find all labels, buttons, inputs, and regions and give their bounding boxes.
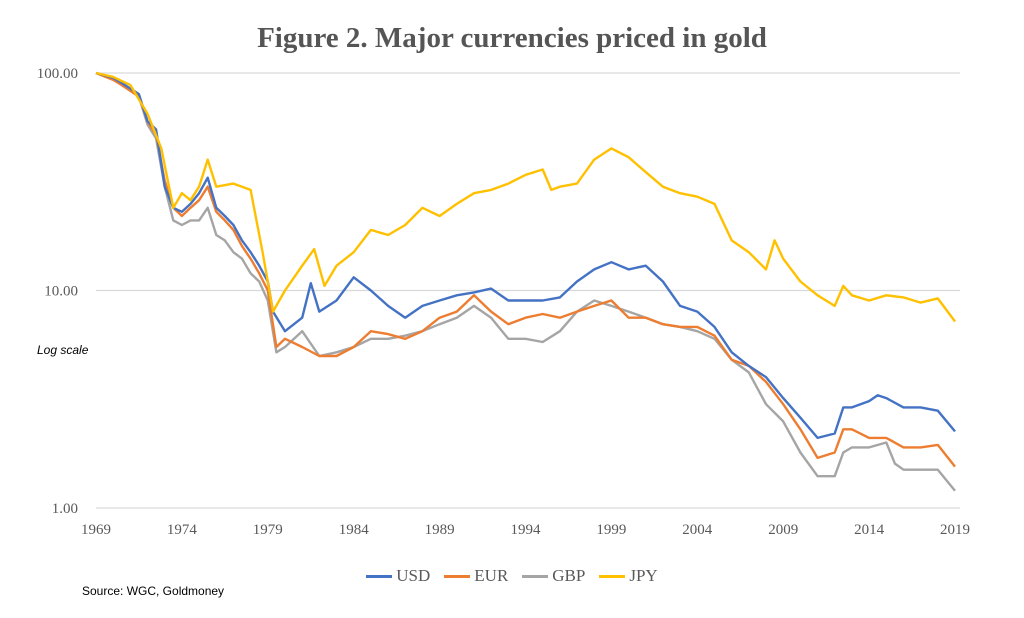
x-tick-label: 2019 — [940, 522, 970, 538]
legend-item-usd: USD — [366, 566, 430, 586]
legend-swatch — [366, 574, 393, 578]
legend: USD EUR GBP JPY — [0, 566, 1024, 586]
legend-item-gbp: GBP — [522, 566, 585, 586]
series-line-eur — [95, 71, 956, 468]
y-tick-label: 10.00 — [44, 284, 78, 300]
series-line-gbp — [95, 71, 956, 492]
x-tick-label: 1989 — [425, 522, 455, 538]
chart-title: Figure 2. Major currencies priced in gol… — [257, 22, 767, 54]
x-tick-label: 1999 — [596, 522, 626, 538]
legend-label: JPY — [629, 566, 658, 585]
x-tick-label: 1969 — [81, 522, 111, 538]
x-tick-label: 2014 — [854, 522, 885, 538]
legend-swatch — [599, 574, 626, 578]
log-scale-annotation: Log scale — [37, 343, 89, 357]
legend-swatch — [522, 574, 549, 578]
x-tick-label: 1994 — [511, 522, 542, 538]
y-tick-label: 1.00 — [52, 501, 78, 517]
x-tick-label: 1974 — [167, 522, 198, 538]
x-tick-label: 1979 — [253, 522, 283, 538]
x-tick-label: 2004 — [682, 522, 713, 538]
legend-swatch — [444, 574, 471, 578]
legend-item-jpy: JPY — [599, 566, 658, 586]
series-line-jpy — [95, 71, 956, 323]
x-tick-label: 2009 — [768, 522, 798, 538]
legend-item-eur: EUR — [444, 566, 508, 586]
source-note: Source: WGC, Goldmoney — [82, 584, 225, 598]
y-tick-label: 100.00 — [37, 66, 78, 82]
series-line-usd — [95, 71, 956, 440]
legend-label: GBP — [552, 566, 586, 585]
legend-label: EUR — [474, 566, 509, 585]
legend-label: USD — [396, 566, 431, 585]
x-tick-label: 1984 — [339, 522, 370, 538]
